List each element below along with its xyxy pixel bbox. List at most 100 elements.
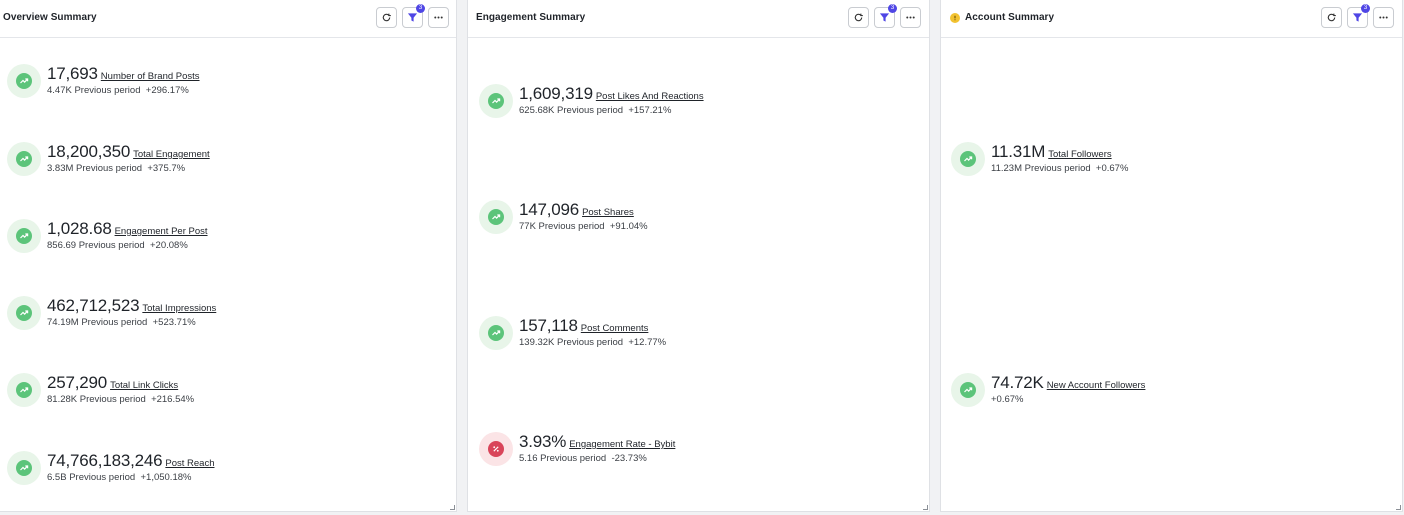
metric-comparison: 5.16 Previous period -23.73% [519, 453, 647, 464]
previous-value: 4.47K [47, 85, 72, 96]
trend-up-icon [951, 373, 985, 407]
trend-up-icon [7, 296, 41, 330]
change-percent: -23.73% [611, 453, 647, 464]
metric-label-link[interactable]: Total Engagement [133, 149, 210, 160]
previous-period-label: Previous period [74, 85, 141, 96]
metric-comparison: +0.67% [991, 394, 1024, 405]
change-percent: +296.17% [145, 85, 189, 96]
trend-up-icon [7, 451, 41, 485]
trend-up-icon [7, 142, 41, 176]
metric-label-link[interactable]: Total Followers [1048, 149, 1112, 160]
trend-up-icon [479, 200, 513, 234]
metric-value: 147,096 [519, 200, 580, 219]
refresh-button[interactable] [376, 7, 397, 28]
percent-badge-icon [479, 432, 513, 466]
filter-button[interactable]: 3 [402, 4, 425, 28]
previous-period-label: Previous period [557, 105, 624, 116]
metric-value: 74.72K [991, 373, 1044, 392]
metric-comparison: 3.83M Previous period +375.7% [47, 163, 185, 174]
metric-comparison: 856.69 Previous period +20.08% [47, 240, 188, 251]
trend-up-icon [7, 373, 41, 407]
more-icon [434, 16, 443, 19]
previous-period-label: Previous period [76, 163, 143, 174]
change-percent: +91.04% [609, 221, 648, 232]
previous-value: 81.28K [47, 394, 78, 405]
more-icon [1379, 16, 1388, 19]
metric-label-link[interactable]: Engagement Per Post [114, 226, 208, 237]
previous-value: 3.83M [47, 163, 74, 174]
filter-count-badge: 3 [888, 4, 897, 13]
metric-value: 17,693 [47, 64, 98, 83]
metric-comparison: 6.5B Previous period +1,050.18% [47, 472, 191, 483]
refresh-icon [382, 13, 391, 22]
previous-value: 5.16 [519, 453, 538, 464]
warning-icon[interactable] [950, 13, 960, 23]
filter-icon [1352, 13, 1363, 22]
filter-button[interactable]: 3 [874, 4, 897, 28]
more-options-button[interactable] [1373, 7, 1394, 28]
refresh-button[interactable] [1321, 7, 1342, 28]
filter-icon [407, 13, 418, 22]
metric-label-link[interactable]: Post Likes And Reactions [595, 91, 704, 102]
change-percent: +523.71% [152, 317, 196, 328]
metric-comparison: 74.19M Previous period +523.71% [47, 317, 196, 328]
previous-period-label: Previous period [69, 472, 136, 483]
metric-label-link[interactable]: New Account Followers [1046, 380, 1146, 391]
metric-value: 157,118 [519, 316, 578, 335]
change-percent: +375.7% [147, 163, 186, 174]
previous-value: 625.68K [519, 105, 555, 116]
metric-label-link[interactable]: Engagement Rate - Bybit [569, 439, 676, 450]
panel-header: Engagement Summary 3 [468, 0, 929, 38]
change-percent: +0.67% [991, 394, 1024, 405]
filter-icon [879, 13, 890, 22]
previous-period-label: Previous period [1024, 163, 1091, 174]
panel-title: Account Summary [965, 12, 1055, 23]
filter-count-badge: 3 [416, 4, 425, 13]
metric-comparison: 11.23M Previous period +0.67% [991, 163, 1128, 174]
previous-period-label: Previous period [81, 317, 148, 328]
metric-label-link[interactable]: Total Link Clicks [110, 380, 179, 391]
overview-summary-panel: Overview Summary 3 17,693 Number of Brand… [0, 0, 457, 512]
resize-handle[interactable] [1396, 505, 1401, 510]
metric-comparison: 77K Previous period +91.04% [519, 221, 648, 232]
metric-value: 3.93% [519, 432, 567, 451]
metric-comparison: 81.28K Previous period +216.54% [47, 394, 194, 405]
refresh-icon [854, 13, 863, 22]
metric-comparison: 139.32K Previous period +12.77% [519, 337, 666, 348]
metric-value: 1,028.68 [47, 219, 112, 238]
metric-value: 1,609,319 [519, 84, 593, 103]
metric-label-link[interactable]: Post Shares [582, 207, 634, 218]
metric-label-link[interactable]: Total Impressions [142, 303, 217, 314]
metric-comparison: 4.47K Previous period +296.17% [47, 85, 189, 96]
metric-value: 257,290 [47, 373, 108, 392]
metric-value: 462,712,523 [47, 296, 140, 315]
resize-handle[interactable] [923, 505, 928, 510]
more-options-button[interactable] [900, 7, 921, 28]
previous-value: 11.23M [991, 163, 1022, 174]
account-summary-panel: Account Summary 3 11.31M Total Followers … [940, 0, 1403, 512]
metric-value: 74,766,183,246 [47, 451, 163, 470]
metric-label-link[interactable]: Post Reach [165, 458, 215, 469]
panel-title: Overview Summary [3, 12, 97, 23]
previous-value: 74.19M [47, 317, 79, 328]
previous-period-label: Previous period [79, 394, 146, 405]
metric-label-link[interactable]: Number of Brand Posts [100, 71, 200, 82]
panel-title: Engagement Summary [476, 12, 586, 23]
metric-label-link[interactable]: Post Comments [580, 323, 649, 334]
previous-period-label: Previous period [557, 337, 624, 348]
change-percent: +157.21% [628, 105, 672, 116]
refresh-button[interactable] [848, 7, 869, 28]
change-percent: +1,050.18% [140, 472, 192, 483]
trend-up-icon [479, 316, 513, 350]
resize-handle[interactable] [450, 505, 455, 510]
previous-value: 6.5B [47, 472, 67, 483]
previous-period-label: Previous period [78, 240, 145, 251]
more-options-button[interactable] [428, 7, 449, 28]
previous-value: 856.69 [47, 240, 77, 251]
metric-value: 11.31M [991, 142, 1046, 161]
more-icon [906, 16, 915, 19]
trend-up-icon [951, 142, 985, 176]
change-percent: +20.08% [150, 240, 188, 251]
previous-period-label: Previous period [540, 453, 607, 464]
filter-button[interactable]: 3 [1347, 4, 1370, 28]
